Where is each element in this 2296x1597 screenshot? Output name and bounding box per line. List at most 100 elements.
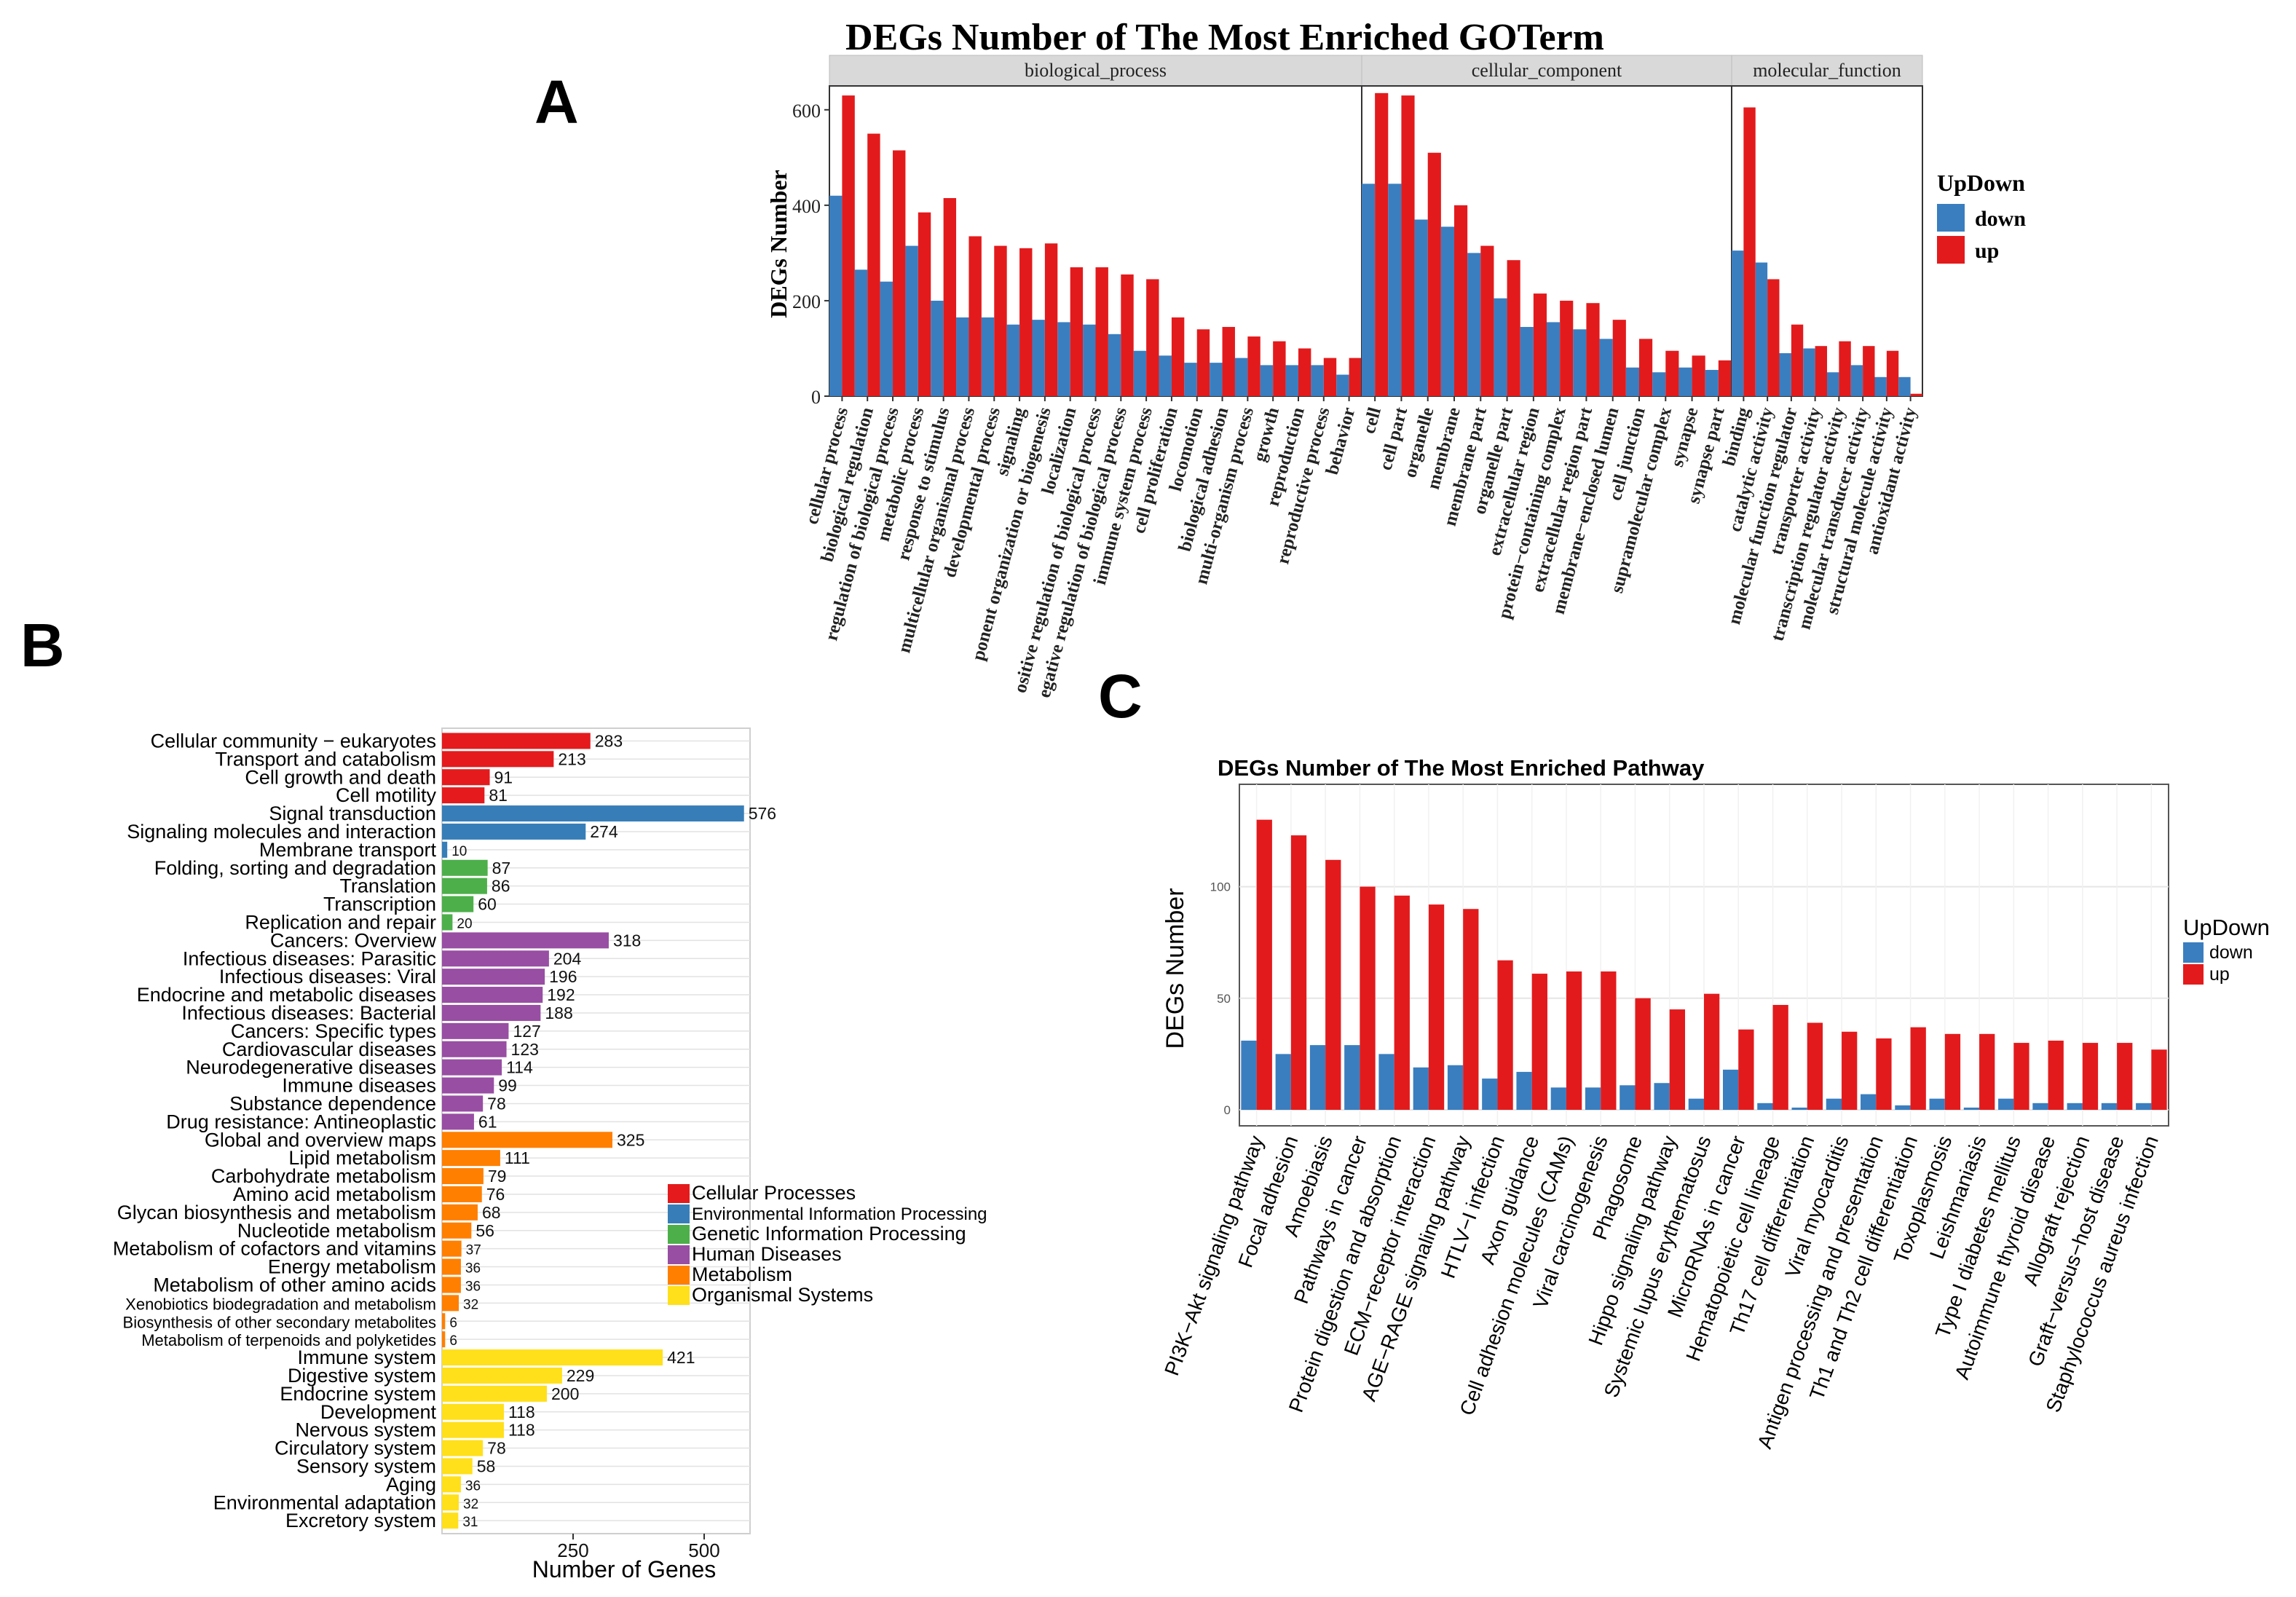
chart-c-bar-up — [1497, 960, 1513, 1110]
chart-b-category-label: Drug resistance: Antineoplastic — [166, 1111, 436, 1132]
chart-a-bar-down — [1494, 298, 1507, 396]
chart-a-bar-down — [1285, 365, 1298, 396]
chart-a-bar-down — [1573, 329, 1587, 396]
chart-c-bar-up — [1360, 886, 1376, 1110]
chart-b-legend-swatch-human-diseases — [668, 1245, 690, 1264]
chart-a-bar-up — [1196, 329, 1210, 396]
chart-b-value-label: 36 — [465, 1261, 481, 1277]
chart-b-category-label: Energy metabolism — [268, 1256, 436, 1278]
chart-b-value-label: 188 — [545, 1003, 572, 1022]
chart-b-value-label: 192 — [547, 985, 575, 1004]
chart-b-category-label: Transcription — [323, 894, 436, 915]
chart-b-x-tick-label: 250 — [557, 1539, 588, 1561]
chart-a-bar-up — [1767, 279, 1780, 396]
chart-c-bar-up — [1531, 974, 1547, 1110]
chart-a-bar-up — [1044, 243, 1058, 396]
chart-a-bar-down — [1520, 326, 1534, 396]
chart-a-bar-up — [1863, 346, 1875, 396]
chart-b-value-label: 56 — [476, 1221, 494, 1240]
chart-a-bar-down — [1083, 324, 1096, 396]
chart-c-bar-up — [2082, 1043, 2099, 1110]
chart-a-bar-up — [1298, 348, 1311, 396]
chart-a-bar-down — [1625, 367, 1639, 396]
chart-b-category-label: Cell motility — [336, 784, 437, 806]
chart-b-x-tick-label: 500 — [688, 1539, 719, 1561]
chart-c-bar-down — [1516, 1071, 1532, 1110]
chart-c-bar-down — [2032, 1103, 2048, 1110]
chart-b-bar-endocrine-system — [442, 1385, 547, 1402]
chart-b-value-label: 76 — [486, 1185, 505, 1204]
chart-b-value-label: 213 — [558, 749, 585, 768]
chart-b-value-label: 81 — [489, 786, 508, 805]
chart-c-bar-down — [1378, 1054, 1394, 1110]
chart-c-bar-up — [1463, 909, 1479, 1110]
chart-c-y-tick-label: 100 — [1210, 880, 1231, 894]
chart-b-value-label: 204 — [553, 949, 582, 968]
chart-b-value-label: 20 — [457, 916, 472, 931]
chart-b-frame — [441, 727, 751, 1534]
chart-c-bar-down — [1791, 1107, 1807, 1110]
chart-b-value-label: 6 — [449, 1315, 457, 1330]
chart-a-bar-up — [867, 133, 880, 397]
chart-c-bar-down — [1482, 1079, 1498, 1110]
chart-b-bar-metabolism-of-other-amino-acids — [442, 1277, 461, 1293]
chart-b-category-label: Cardiovascular diseases — [222, 1038, 436, 1060]
chart-b-category-label: Nucleotide metabolism — [237, 1220, 436, 1242]
chart-c-y-tick-label: 0 — [1224, 1103, 1231, 1117]
chart-a-bar-down — [1414, 219, 1428, 396]
chart-b-category-label: Nervous system — [295, 1419, 436, 1441]
chart-b-category-label: Xenobiotics biodegradation and metabolis… — [125, 1295, 436, 1313]
chart-b-category-label: Translation — [339, 875, 436, 897]
chart-b-category-label: Environmental adaptation — [213, 1491, 436, 1513]
chart-c-bar-down — [1929, 1098, 1945, 1110]
chart-a-bar-down — [956, 317, 969, 396]
chart-a-bar-down — [1057, 322, 1070, 396]
chart-c-bar-down — [1620, 1085, 1636, 1110]
chart-a-y-tick-label: 400 — [792, 196, 821, 217]
chart-c-legend-label: down — [2209, 942, 2253, 963]
chart-a-bar-up — [994, 245, 1007, 396]
chart-a-bar-down — [1159, 355, 1172, 396]
chart-b-value-label: 78 — [487, 1094, 506, 1113]
chart-c-bar-up — [1876, 1038, 1892, 1110]
chart-b-bar-environmental-adaptation — [442, 1494, 459, 1511]
chart-a-bar-up — [1273, 341, 1286, 396]
chart-b-category-label: Carbohydrate metabolism — [211, 1165, 436, 1187]
chart-a-bar-down — [1652, 372, 1666, 396]
chart-b-bar-energy-metabolism — [442, 1258, 461, 1275]
chart-a-bar-down — [1755, 262, 1768, 396]
chart-a-bar-down — [1133, 350, 1147, 396]
chart-b-value-label: 118 — [508, 1421, 535, 1440]
chart-b-bar-nucleotide-metabolism — [442, 1222, 472, 1239]
chart-b-legend-label: Environmental Information Processing — [692, 1204, 987, 1224]
chart-b-bar-global-and-overview-maps — [442, 1132, 612, 1148]
chart-b-bar-infectious-diseases-viral — [442, 969, 545, 985]
chart-b-value-label: 78 — [487, 1439, 506, 1458]
chart-b-value-label: 31 — [462, 1515, 478, 1530]
chart-b-bar-infectious-diseases-parasitic — [442, 950, 549, 967]
chart-c-bar-up — [2013, 1043, 2029, 1110]
chart-a-bar-up — [1815, 346, 1827, 396]
chart-b-category-label: Membrane transport — [259, 839, 437, 861]
chart-a-bar-up — [1375, 92, 1389, 396]
chart-a-bar-up — [1095, 267, 1108, 396]
chart-b-value-label: 274 — [590, 822, 618, 841]
chart-b-category-label: Metabolism of cofactors and vitamins — [113, 1238, 436, 1260]
chart-b-legend-swatch-organismal-systems — [668, 1286, 690, 1305]
chart-c-bar-up — [2117, 1043, 2133, 1110]
chart-b-value-label: 99 — [498, 1076, 517, 1095]
chart-c-bar-up — [1738, 1029, 1754, 1110]
chart-b-value-label: 229 — [567, 1366, 594, 1385]
chart-a-bar-up — [1791, 324, 1804, 396]
chart-a-bar-down — [1311, 365, 1324, 396]
chart-b-value-label: 79 — [488, 1167, 507, 1186]
chart-b-category-label: Digestive system — [288, 1365, 436, 1387]
chart-b-value-label: 86 — [492, 877, 510, 896]
chart-a-bar-up — [1454, 205, 1468, 396]
chart-b-category-label: Glycan biosynthesis and metabolism — [117, 1202, 436, 1223]
chart-c-bar-up — [1669, 1009, 1686, 1110]
chart-a-bar-down — [1336, 374, 1349, 396]
chart-b-bar-endocrine-and-metabolic-diseases — [442, 987, 543, 1003]
chart-a-bar-down — [854, 269, 868, 396]
chart-b-value-label: 61 — [478, 1112, 497, 1131]
